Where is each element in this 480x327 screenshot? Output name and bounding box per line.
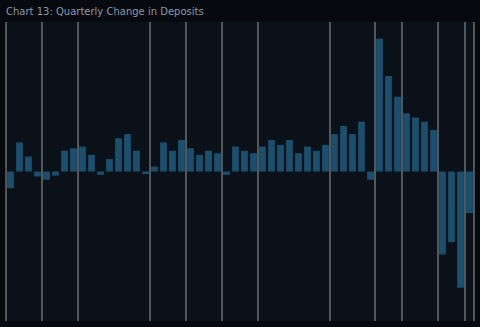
bar (214, 153, 221, 171)
bar (376, 39, 383, 172)
bar (448, 172, 455, 243)
bar (178, 140, 185, 172)
bar (466, 172, 473, 214)
bar (241, 151, 248, 172)
bar (205, 151, 212, 172)
title: Chart 13: Quarterly Change in Deposits (6, 6, 204, 17)
grid-line (6, 22, 7, 321)
grid-line (375, 22, 376, 321)
chart: Chart 13: Quarterly Change in Deposits (0, 0, 480, 327)
grid-line (465, 22, 466, 321)
grid-line (402, 22, 403, 321)
bar (196, 155, 203, 172)
bar (412, 118, 419, 172)
bar (295, 153, 302, 171)
grid-line (330, 22, 331, 321)
bar (232, 147, 239, 172)
plot-edge (474, 22, 475, 321)
bar (133, 151, 140, 172)
bar (43, 172, 50, 180)
bar (430, 130, 437, 172)
bar (331, 134, 338, 171)
bar (151, 167, 158, 172)
grid-line (186, 22, 187, 321)
bar (277, 145, 284, 172)
bar (223, 172, 230, 175)
bar (304, 147, 311, 172)
bars (7, 39, 473, 288)
bar (61, 151, 68, 172)
grid-line (150, 22, 151, 321)
bar (7, 172, 14, 189)
bar (115, 138, 122, 171)
bar (457, 172, 464, 288)
bar (340, 126, 347, 172)
bar (16, 142, 23, 171)
bar (34, 172, 41, 177)
bar (25, 157, 32, 172)
bar (52, 172, 59, 176)
bar (70, 148, 77, 171)
bar (385, 76, 392, 172)
bar (286, 140, 293, 172)
bar (439, 172, 446, 255)
bar (250, 153, 257, 171)
grid (6, 22, 474, 321)
bar (124, 134, 131, 171)
bar (403, 113, 410, 171)
grid-line (78, 22, 79, 321)
grid-line (438, 22, 439, 321)
bar (322, 145, 329, 172)
bar (367, 172, 374, 180)
bar (349, 134, 356, 171)
bar (268, 140, 275, 172)
grid-line (258, 22, 259, 321)
bar (79, 147, 86, 172)
bar (142, 172, 149, 174)
grid-line (42, 22, 43, 321)
grid-line (222, 22, 223, 321)
bar (160, 142, 167, 171)
bar (187, 148, 194, 171)
bar (106, 159, 113, 171)
plot-area (6, 22, 474, 321)
bar (97, 172, 104, 175)
bar (394, 97, 401, 172)
bar (358, 122, 365, 172)
bar (88, 155, 95, 172)
bar (313, 151, 320, 172)
bar (259, 147, 266, 172)
bar (169, 151, 176, 172)
bar (421, 122, 428, 172)
